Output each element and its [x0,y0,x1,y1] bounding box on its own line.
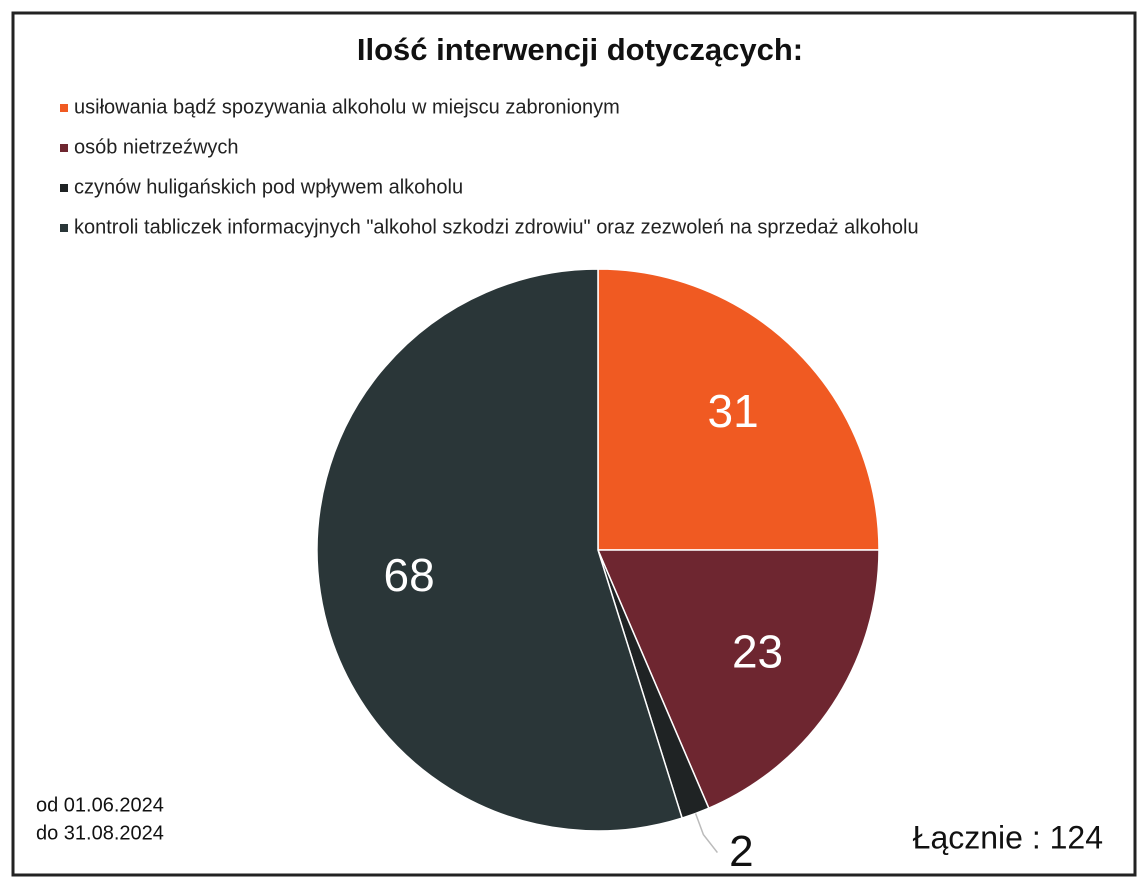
pie-slice [316,268,684,832]
legend-label: osób nietrzeźwych [74,136,239,158]
data-label: 23 [732,625,783,677]
date-to: do 31.08.2024 [36,822,164,844]
pie-slice [597,268,880,551]
data-label: 31 [708,385,759,437]
legend-swatch [60,144,68,152]
pie-slice [596,549,880,810]
chart-title: Ilość interwencji dotyczących: [357,32,803,67]
legend-swatch [60,224,68,232]
legend-label: kontroli tabliczek informacyjnych "alkoh… [74,216,919,238]
leader-line [694,813,718,854]
data-label: 68 [384,549,435,601]
data-label: 2 [729,827,753,876]
legend-label: czynów huligańskich pod wpływem alkoholu [74,176,463,198]
total: Łącznie : 124 [913,819,1103,855]
legend-label: usiłowania bądź spozywania alkoholu w mi… [74,96,620,118]
date-from: od 01.06.2024 [36,794,164,816]
legend-swatch [60,104,68,112]
legend-swatch [60,184,68,192]
